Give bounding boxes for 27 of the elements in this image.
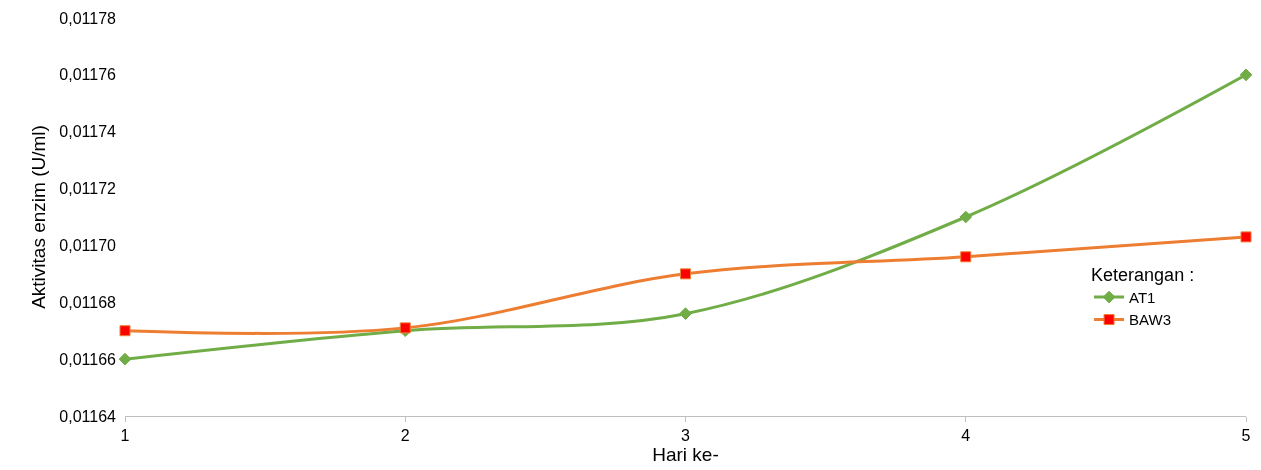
x-tick-label: 1 (120, 427, 130, 445)
x-tick-label: 4 (961, 427, 971, 445)
point (1239, 68, 1253, 82)
x-axis-title: Hari ke- (652, 444, 719, 466)
y-tick-label: 0,01170 (59, 237, 117, 255)
y-tick-label: 0,01178 (59, 9, 117, 27)
y-tick-label: 0,01166 (59, 350, 117, 368)
x-tick-label: 5 (1241, 427, 1251, 445)
x-tick-label: 3 (681, 427, 691, 445)
point (118, 352, 132, 366)
point (679, 307, 692, 321)
y-tick-label: 0,01164 (59, 407, 117, 425)
point (680, 268, 691, 280)
y-tick-label: 0,01168 (59, 293, 117, 311)
y-tick-label: 0,01176 (59, 66, 117, 84)
legend-label: BAW3 (1129, 311, 1172, 329)
point (959, 210, 973, 224)
legend-label: AT1 (1129, 288, 1156, 306)
legend-title: Keterangan : (1091, 264, 1195, 285)
point (1240, 231, 1252, 243)
x-tick-label: 2 (400, 427, 410, 445)
point (399, 322, 411, 334)
point (119, 325, 131, 337)
point (960, 251, 972, 263)
y-axis-title: Aktivitas enzim (U/ml) (28, 125, 50, 309)
y-tick-label: 0,01172 (59, 180, 117, 198)
y-tick-label: 0,01174 (59, 123, 117, 141)
